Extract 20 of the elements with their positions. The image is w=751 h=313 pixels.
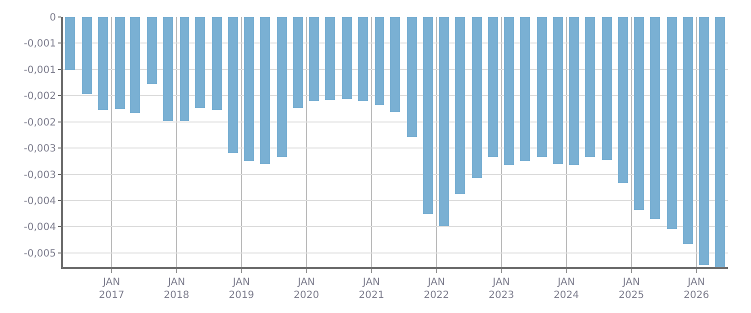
y-tick-label: -0,005	[24, 248, 56, 260]
y-tick-label: -0,003	[24, 144, 56, 155]
x-tick-label: JAN 2026	[684, 277, 710, 301]
x-tick-label: JAN 2025	[618, 277, 644, 301]
x-tick-label: JAN 2024	[554, 277, 580, 301]
y-tick-label: -0,001	[24, 64, 56, 76]
y-tick-label: -0,002	[24, 117, 56, 128]
x-tick-label: JAN 2023	[488, 277, 514, 301]
x-tick-label: JAN 2021	[358, 277, 384, 301]
y-tick-label: -0,001	[24, 38, 56, 50]
x-tick-label: JAN 2020	[294, 277, 320, 301]
y-tick-label: -0,004	[24, 222, 56, 234]
y-tick-label: 0	[50, 12, 56, 24]
y-tick-label: -0,004	[24, 196, 56, 208]
x-tick-label: JAN 2019	[228, 277, 254, 301]
x-tick-label: JAN 2022	[424, 277, 450, 301]
y-tick-label: -0,002	[24, 91, 56, 102]
x-tick-label: JAN 2017	[98, 277, 124, 301]
x-tick-label: JAN 2018	[164, 277, 190, 301]
y-tick-label: -0,003	[24, 170, 56, 181]
